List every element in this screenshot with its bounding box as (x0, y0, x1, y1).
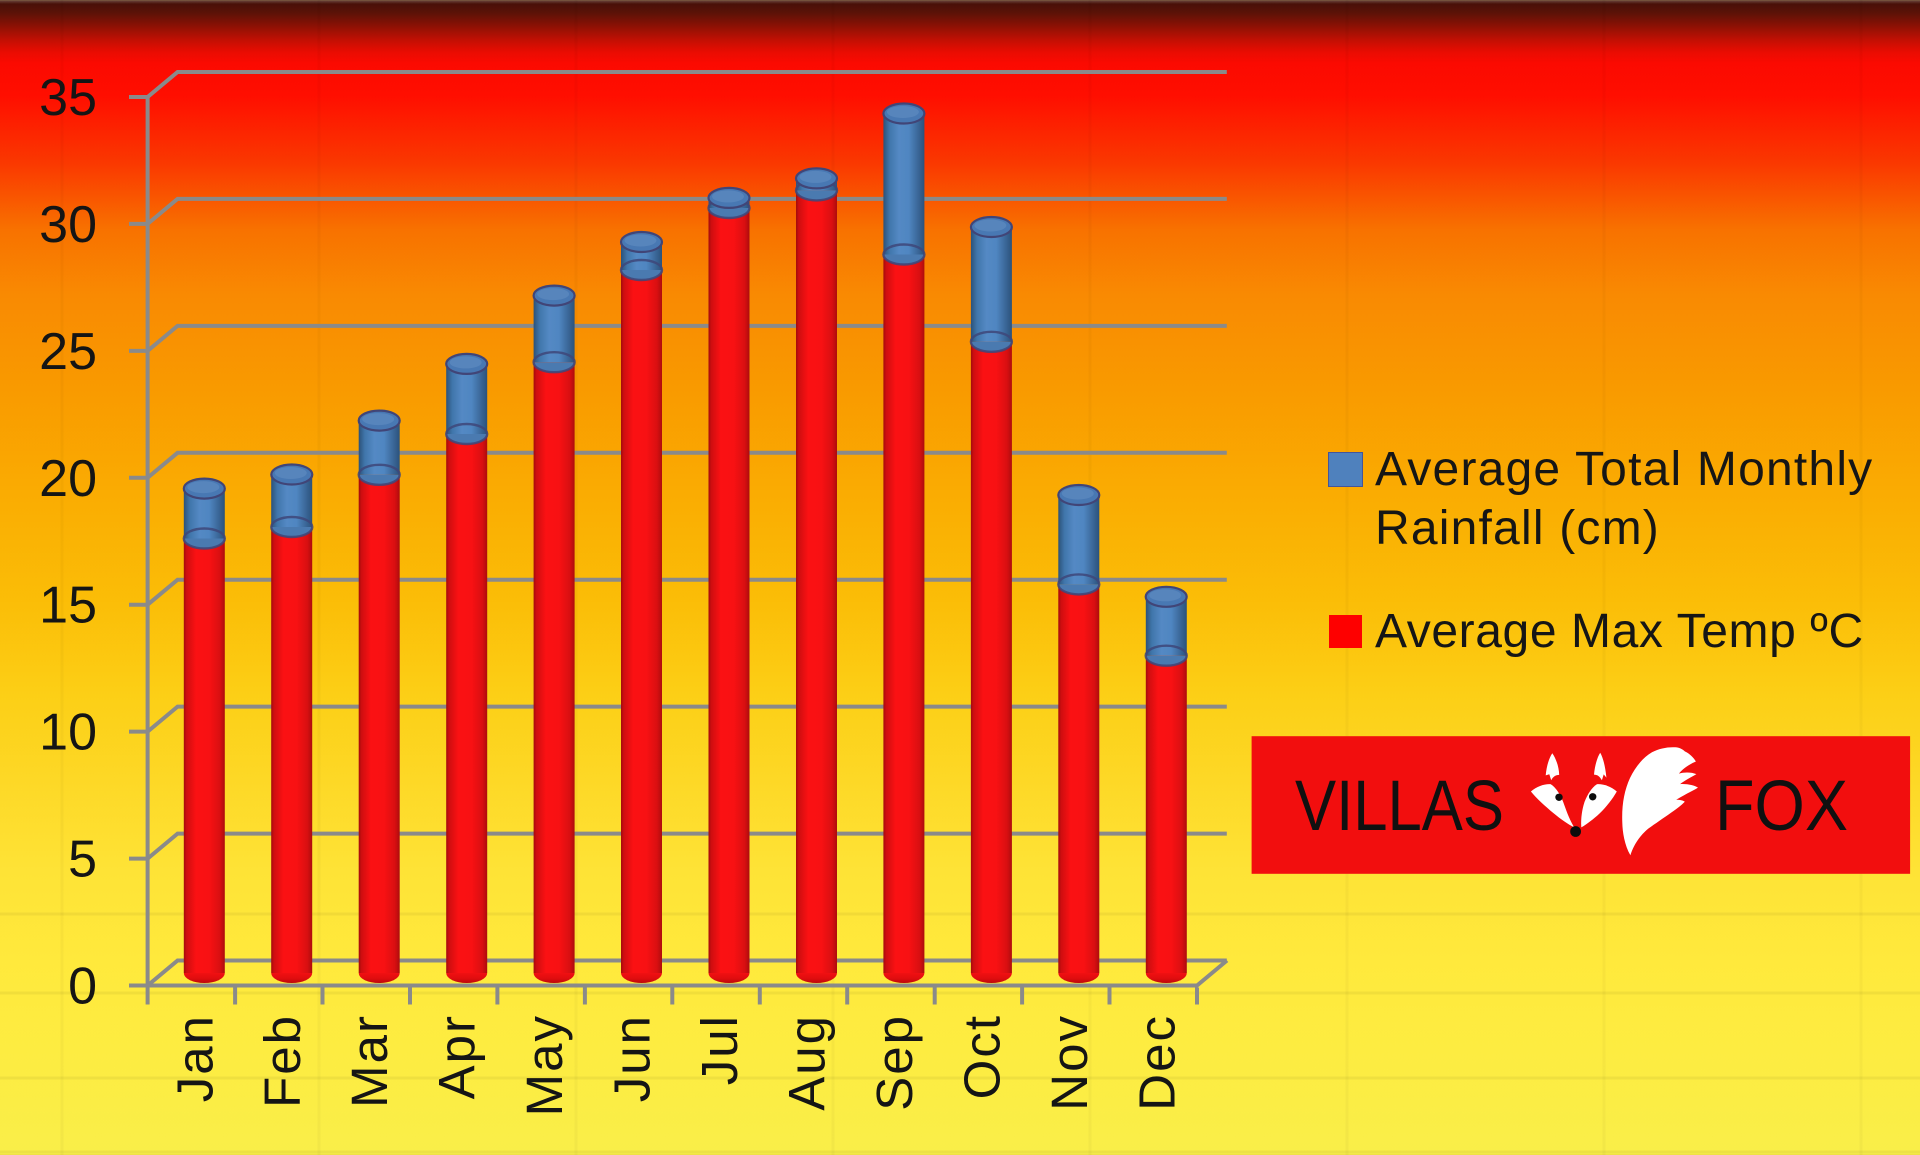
svg-text:Oct: Oct (953, 1014, 1010, 1099)
svg-text:Jul: Jul (691, 1014, 748, 1085)
svg-text:20: 20 (39, 450, 97, 508)
svg-text:35: 35 (39, 69, 97, 127)
svg-text:Aug: Aug (779, 1014, 836, 1111)
svg-text:Sep: Sep (866, 1014, 923, 1111)
svg-text:0: 0 (68, 958, 97, 1016)
svg-text:30: 30 (39, 196, 97, 254)
svg-text:Nov: Nov (1041, 1014, 1098, 1111)
svg-text:Mar: Mar (341, 1014, 398, 1108)
svg-text:Feb: Feb (254, 1014, 311, 1108)
svg-text:May: May (516, 1014, 573, 1116)
svg-text:FOX: FOX (1715, 767, 1848, 846)
svg-text:Jan: Jan (166, 1014, 223, 1102)
svg-text:Apr: Apr (429, 1014, 486, 1099)
svg-text:10: 10 (39, 704, 97, 762)
svg-text:5: 5 (68, 831, 97, 889)
svg-text:25: 25 (39, 323, 97, 381)
svg-text:15: 15 (39, 577, 97, 635)
svg-text:VILLAS: VILLAS (1295, 767, 1504, 846)
svg-text:Jun: Jun (604, 1014, 661, 1102)
svg-text:Dec: Dec (1128, 1014, 1185, 1111)
